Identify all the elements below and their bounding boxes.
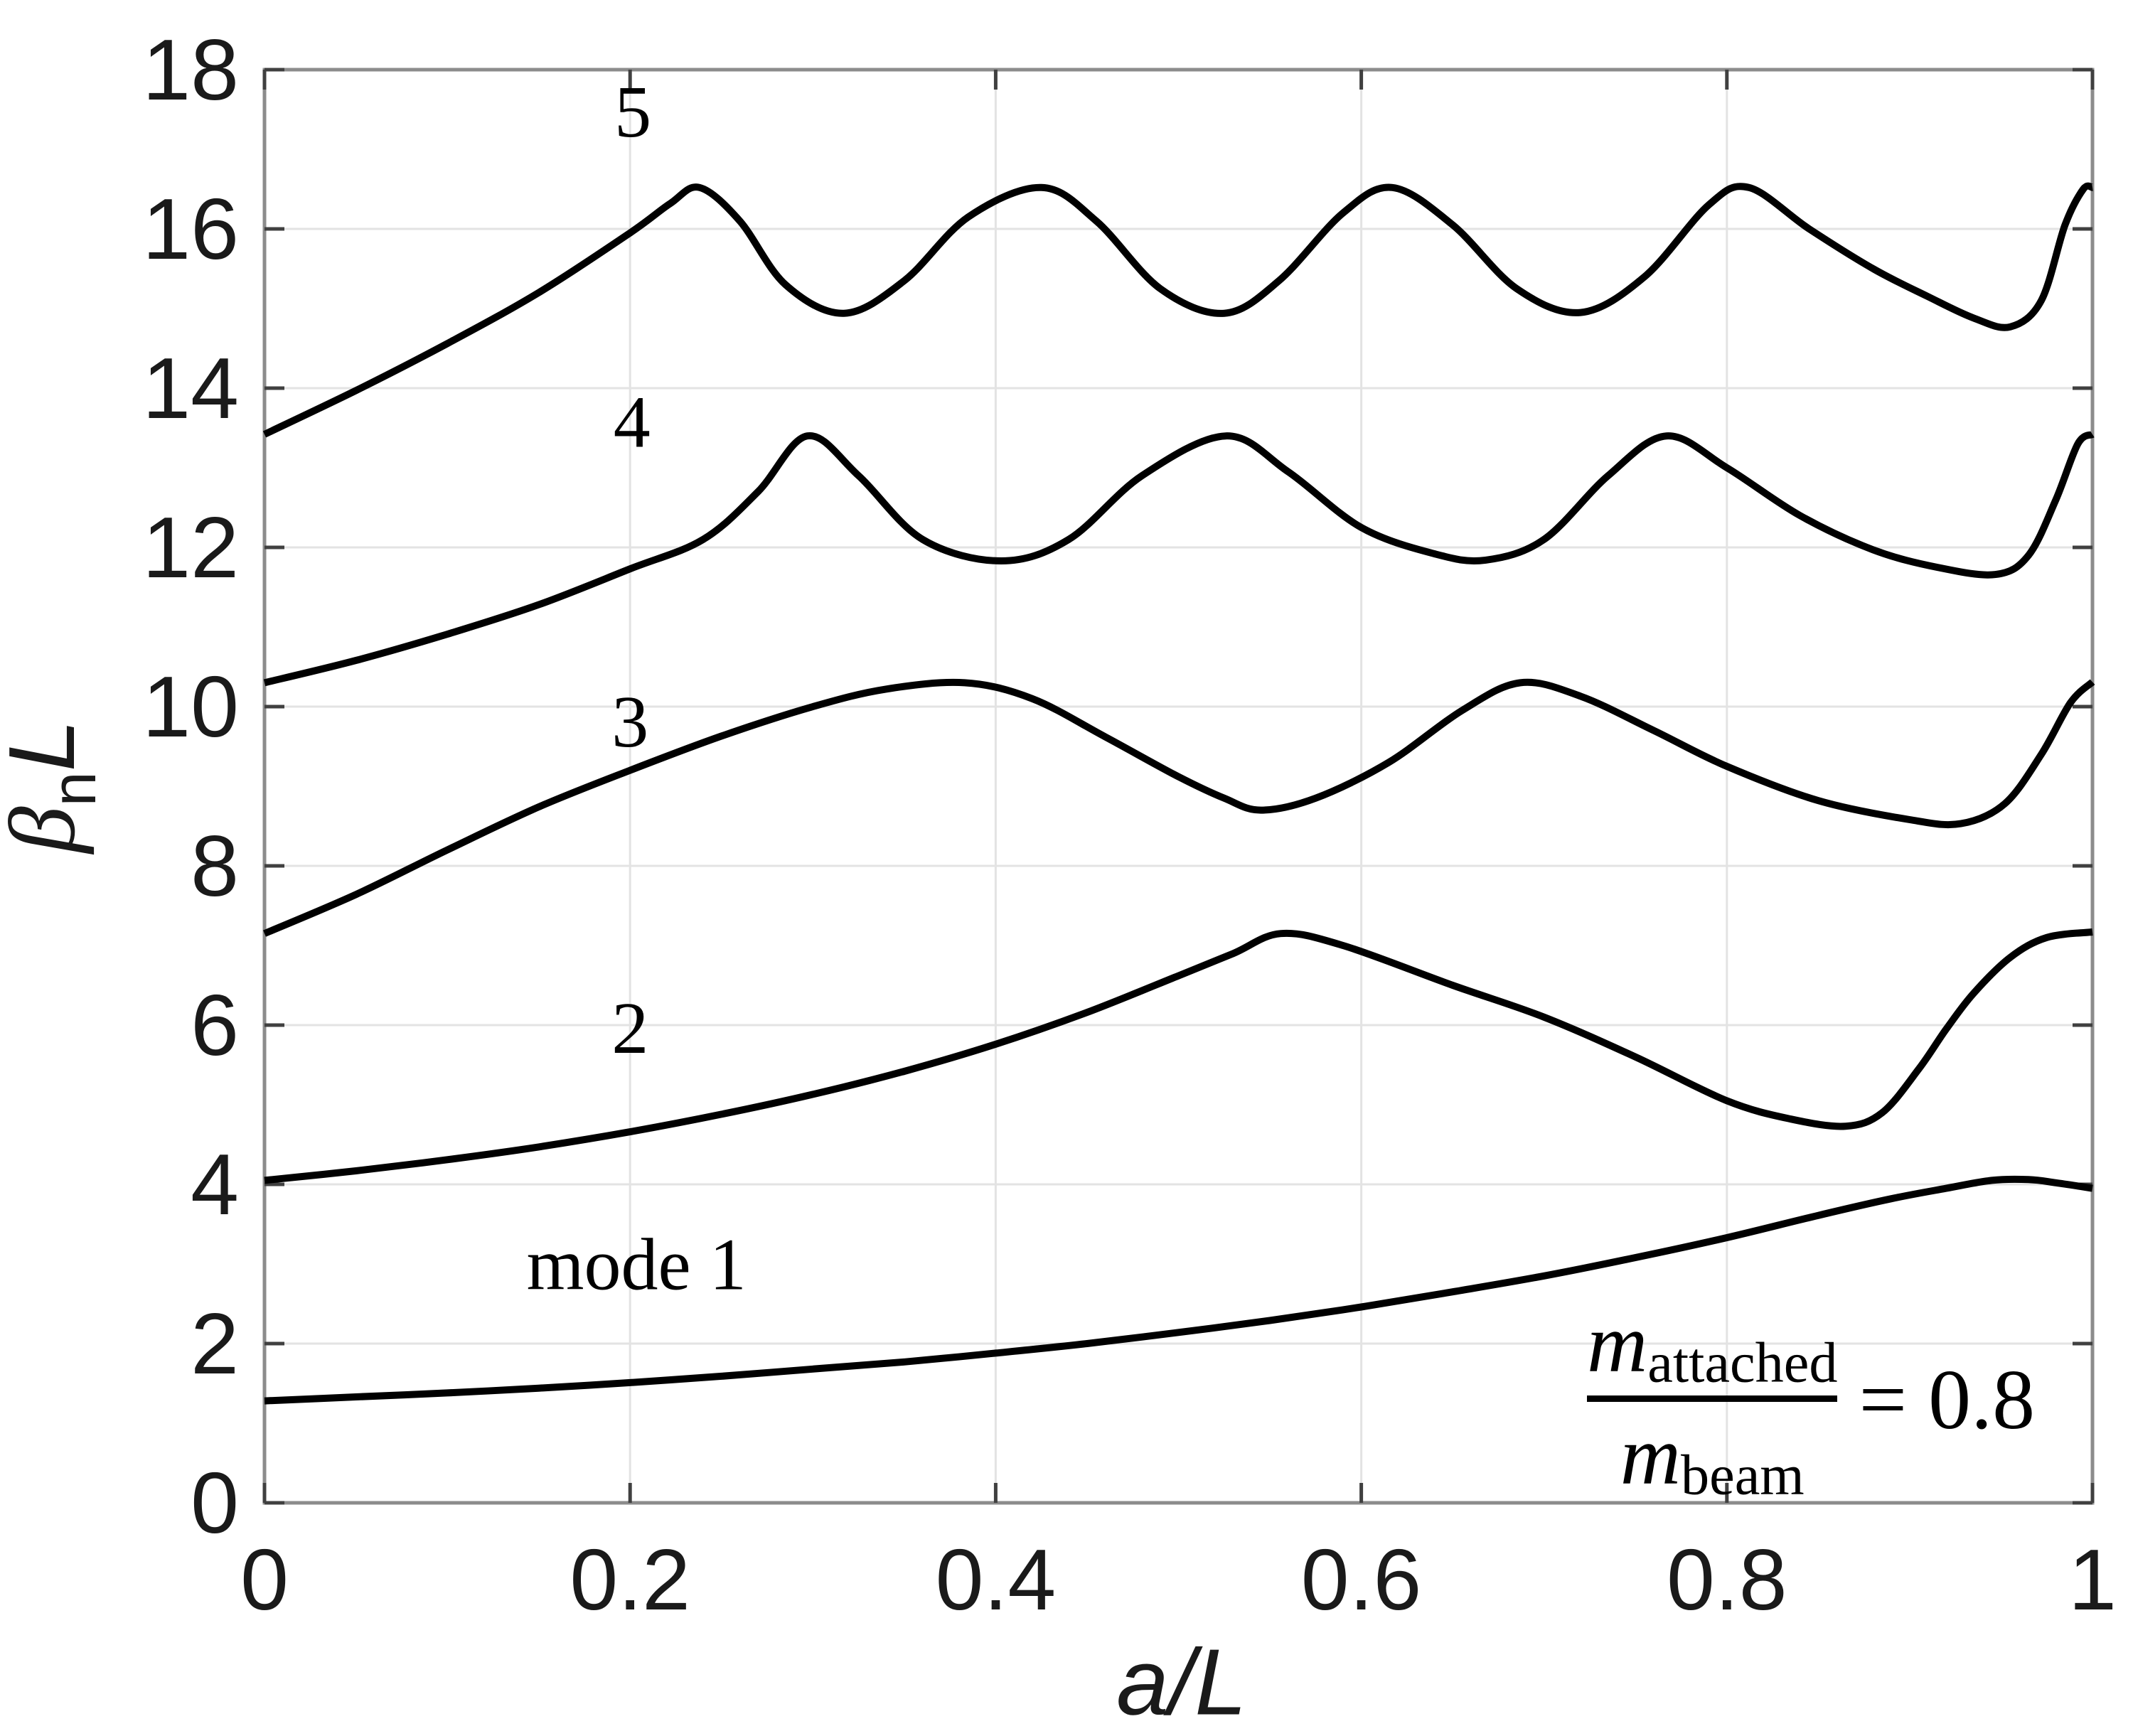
y-axis-label-beta: β [0, 806, 95, 855]
y-tick-label-6: 6 [191, 977, 239, 1073]
y-tick-label-10: 10 [142, 658, 239, 755]
curve-label-mode-5: 5 [614, 71, 651, 153]
x-tick-label-0.2: 0.2 [570, 1531, 690, 1628]
curve-label-mode-1: mode 1 [527, 1224, 747, 1306]
curves-layer [262, 182, 2095, 1405]
curve-label-mode-3: 3 [611, 681, 648, 763]
mass-ratio-annotation: mattached mbeam = 0.8 [1587, 1297, 2036, 1507]
y-axis-label: βnL [0, 719, 109, 855]
y-tick-label-18: 18 [142, 21, 239, 118]
y-tick-label-12: 12 [142, 499, 239, 596]
y-tick-label-0: 0 [191, 1454, 239, 1551]
gridlines-layer [264, 70, 2092, 1503]
curve-mode-2 [264, 928, 2093, 1184]
curve-label-mode-2: 2 [611, 987, 648, 1069]
y-tick-label-4: 4 [191, 1136, 239, 1233]
y-tick-label-14: 14 [142, 340, 239, 436]
mass-ratio-fraction: mattached mbeam [1587, 1297, 1838, 1507]
fraction-value: = 0.8 [1859, 1351, 2036, 1447]
y-tick-label-8: 8 [191, 818, 239, 914]
curve-mode-5 [262, 182, 2094, 438]
curve-mode-4 [263, 431, 2095, 687]
curve-mode-1 [264, 1175, 2093, 1405]
y-axis-label-sub: n [38, 771, 109, 806]
y-axis-label-L: L [0, 719, 94, 771]
y-tick-label-2: 2 [191, 1295, 239, 1392]
x-tick-label-1: 1 [2068, 1531, 2117, 1628]
axes-box [262, 68, 2095, 1505]
x-tick-label-0.4: 0.4 [936, 1531, 1057, 1628]
fraction-numerator: mattached [1587, 1297, 1838, 1395]
curve-mode-3 [263, 678, 2095, 937]
y-tick-label-16: 16 [142, 181, 239, 277]
x-tick-label-0.6: 0.6 [1301, 1531, 1422, 1628]
curve-label-mode-4: 4 [614, 382, 651, 464]
fraction-denominator: mbeam [1620, 1409, 1805, 1507]
x-axis-label: a/L [1116, 1629, 1247, 1735]
x-tick-label-0: 0 [240, 1531, 289, 1628]
x-tick-label-0.8: 0.8 [1667, 1531, 1787, 1628]
fraction-bar [1587, 1395, 1838, 1403]
axes-box-layer [262, 68, 2095, 1505]
